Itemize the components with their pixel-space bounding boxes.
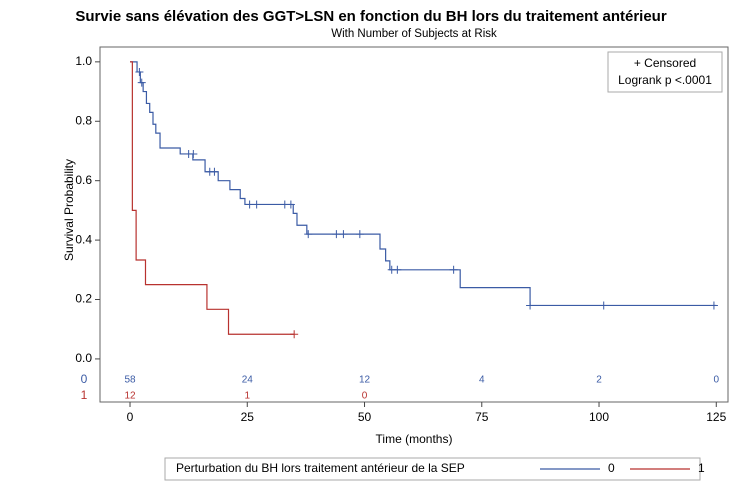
x-tick-label: 100 [589,410,609,424]
censor-mark [304,230,313,239]
legend-title: Perturbation du BH lors traitement antér… [176,461,465,475]
at-risk-count: 0 [713,375,719,386]
y-axis-label: Survival Probability [62,159,76,261]
y-tick-label: 0.6 [75,173,92,187]
y-tick-label: 0.4 [75,232,92,246]
censor-mark [355,230,364,239]
survival-curve [130,61,717,307]
x-tick-label: 0 [127,410,134,424]
at-risk-count: 4 [479,375,485,386]
censor-mark [290,330,299,339]
censor-mark [252,200,261,209]
legend-box [164,457,701,481]
censor-mark [393,265,402,274]
at-risk-count: 12 [359,375,371,386]
at-risk-count: 2 [596,375,602,386]
plot-frame [99,46,729,403]
censor-mark [210,167,219,176]
censored-note: + Censored [634,56,696,70]
at-risk-count: 24 [242,375,254,386]
censor-mark [286,200,295,209]
x-axis-label: Time (months) [376,432,453,446]
at-risk-count: 1 [244,391,250,402]
x-tick-label: 50 [358,410,372,424]
chart-subtitle: With Number of Subjects at Risk [331,28,497,40]
y-tick-label: 0.8 [75,113,92,127]
y-tick-label: 0.0 [75,351,92,365]
logrank-note: Logrank p <.0001 [618,73,712,87]
legend-label: 1 [698,461,705,475]
x-tick-label: 75 [475,410,489,424]
censor-mark [709,301,718,310]
censor-mark [137,78,146,87]
chart-title: Survie sans élévation des GGT>LSN en fon… [75,8,667,25]
legend-label: 0 [608,461,615,475]
at-risk-count: 58 [124,375,136,386]
x-tick-label: 25 [241,410,255,424]
censor-mark [189,149,198,158]
censor-mark [339,230,348,239]
censor-mark [332,230,341,239]
y-tick-label: 0.2 [75,292,92,306]
at-risk-row-label: 0 [81,372,88,386]
at-risk-count: 12 [124,391,136,402]
x-tick-label: 125 [706,410,726,424]
censor-mark [135,67,144,76]
at-risk-count: 0 [362,391,368,402]
censor-mark [245,200,254,209]
inset-box [607,51,723,93]
censor-mark [526,301,535,310]
censor-mark [599,301,608,310]
at-risk-row-label: 1 [81,388,88,402]
y-tick-label: 1.0 [75,54,92,68]
censor-mark [449,265,458,274]
survival-curve [130,61,295,335]
